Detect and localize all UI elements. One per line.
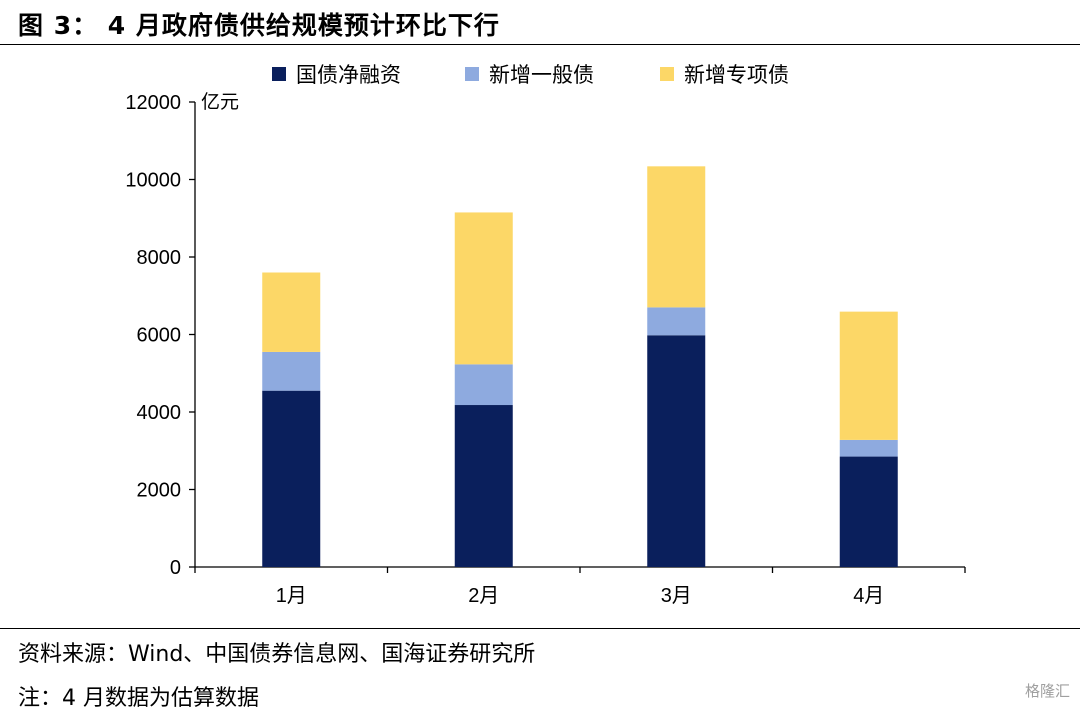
y-tick-label: 12000	[125, 92, 181, 114]
x-axis: 1月 2月 3月 4月	[194, 566, 966, 607]
x-tick-label: 3月	[661, 585, 692, 607]
legend-label: 国债净融资	[296, 63, 401, 87]
bars-group	[262, 166, 898, 567]
chart-legend: 国债净融资 新增一般债 新增专项债	[272, 63, 789, 87]
bar-segment	[454, 364, 513, 406]
bar-segment	[839, 456, 898, 567]
stacked-bar-chart: 国债净融资 新增一般债 新增专项债 0 2000 4000 6000 8000 10000 12…	[125, 63, 966, 607]
source-note: 资料来源：Wind、中国债券信息网、国海证券研究所	[18, 642, 536, 667]
bottom-rule	[0, 628, 1080, 629]
bar-segment	[262, 351, 321, 391]
bar-segment	[839, 311, 898, 440]
bar-segment	[454, 212, 513, 365]
legend-swatch	[272, 67, 286, 81]
y-tick-label: 6000	[137, 325, 182, 347]
legend-swatch	[465, 67, 479, 81]
bar-segment	[454, 405, 513, 567]
bar-segment	[262, 390, 321, 567]
top-rule	[0, 44, 1080, 45]
footnote: 注：4 月数据为估算数据	[18, 686, 259, 711]
y-tick-label: 4000	[137, 402, 182, 424]
bar-segment	[647, 335, 706, 567]
y-tick-label: 8000	[137, 247, 182, 269]
y-tick-label: 0	[170, 557, 181, 579]
x-tick-label: 2月	[468, 585, 499, 607]
figure-title: 图 3： 4 月政府债供给规模预计环比下行	[18, 11, 500, 40]
legend-label: 新增专项债	[684, 63, 789, 87]
watermark-logo: 格隆汇	[1024, 682, 1070, 700]
y-axis-unit-label: 亿元	[201, 91, 239, 113]
x-tick-label: 4月	[853, 585, 884, 607]
x-tick-label: 1月	[276, 585, 307, 607]
bar-segment	[647, 166, 706, 308]
bar-segment	[839, 439, 898, 457]
y-tick-label: 10000	[125, 170, 181, 192]
bar-segment	[647, 307, 706, 336]
legend-label: 新增一般债	[489, 63, 594, 87]
y-tick-label: 2000	[137, 480, 182, 502]
y-axis: 0 2000 4000 6000 8000 10000 12000 亿元	[125, 91, 239, 579]
legend-swatch	[660, 67, 674, 81]
bar-segment	[262, 272, 321, 352]
